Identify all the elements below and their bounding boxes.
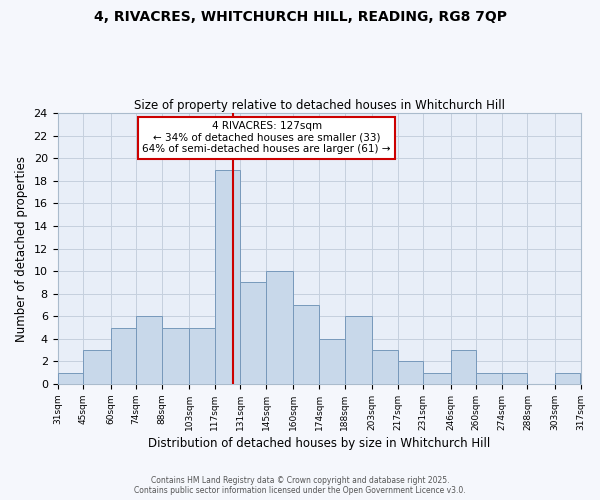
Bar — [241, 282, 266, 384]
Bar — [58, 372, 83, 384]
Bar — [110, 328, 136, 384]
Bar — [293, 305, 319, 384]
Text: 4 RIVACRES: 127sqm
← 34% of detached houses are smaller (33)
64% of semi-detache: 4 RIVACRES: 127sqm ← 34% of detached hou… — [142, 122, 391, 154]
Bar — [136, 316, 162, 384]
X-axis label: Distribution of detached houses by size in Whitchurch Hill: Distribution of detached houses by size … — [148, 437, 490, 450]
Bar — [266, 271, 293, 384]
Text: 4, RIVACRES, WHITCHURCH HILL, READING, RG8 7QP: 4, RIVACRES, WHITCHURCH HILL, READING, R… — [94, 10, 506, 24]
Bar — [476, 372, 502, 384]
Bar — [83, 350, 110, 384]
Bar — [162, 328, 189, 384]
Bar — [215, 170, 241, 384]
Bar — [451, 350, 476, 384]
Bar — [423, 372, 451, 384]
Bar — [555, 372, 580, 384]
Bar — [344, 316, 372, 384]
Y-axis label: Number of detached properties: Number of detached properties — [15, 156, 28, 342]
Bar — [372, 350, 398, 384]
Bar — [398, 362, 423, 384]
Bar — [189, 328, 215, 384]
Title: Size of property relative to detached houses in Whitchurch Hill: Size of property relative to detached ho… — [134, 99, 505, 112]
Bar — [319, 339, 344, 384]
Text: Contains HM Land Registry data © Crown copyright and database right 2025.
Contai: Contains HM Land Registry data © Crown c… — [134, 476, 466, 495]
Bar — [502, 372, 527, 384]
